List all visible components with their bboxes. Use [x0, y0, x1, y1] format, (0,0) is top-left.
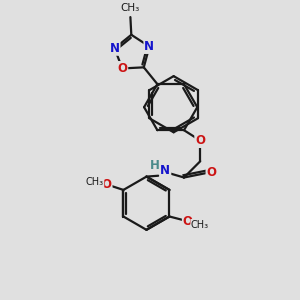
Text: O: O	[206, 166, 217, 179]
Text: O: O	[183, 215, 193, 228]
Text: CH₃: CH₃	[86, 177, 104, 187]
Text: CH₃: CH₃	[191, 220, 209, 230]
Text: O: O	[117, 62, 127, 75]
Text: N: N	[144, 40, 154, 53]
Text: N: N	[110, 42, 120, 55]
Text: O: O	[102, 178, 112, 190]
Text: N: N	[160, 164, 170, 177]
Text: CH₃: CH₃	[121, 3, 140, 13]
Text: H: H	[149, 159, 159, 172]
Text: O: O	[195, 134, 205, 147]
